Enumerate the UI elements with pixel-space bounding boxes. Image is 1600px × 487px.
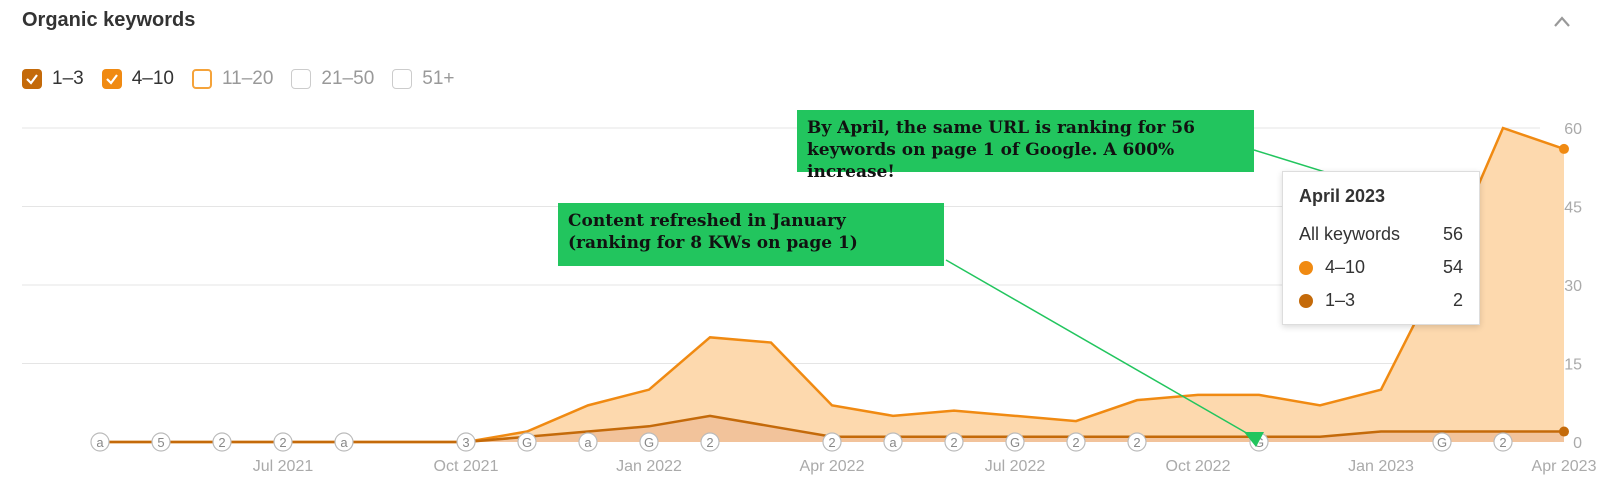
y-tick-label-15: 15	[1564, 357, 1582, 374]
tooltip-dot-1-3	[1299, 293, 1313, 308]
y-tick-label-45: 45	[1564, 200, 1582, 217]
marker-label-2022-06: 2	[950, 435, 957, 450]
marker-circle-2021-10	[456, 432, 476, 452]
marker-circle-2023-03	[1493, 432, 1513, 452]
marker-circle-2022-04	[822, 432, 842, 452]
marker-label-2021-08: a	[340, 435, 348, 450]
marker-circle-2021-07	[273, 432, 293, 452]
x-tick-label-Oct-2021: Oct 2021	[434, 458, 499, 475]
marker-circle-2021-11	[517, 432, 537, 452]
marker-label-2022-09: 2	[1133, 435, 1140, 450]
marker-label-2023-03: 2	[1499, 435, 1506, 450]
marker-circle-2022-08	[1066, 432, 1086, 452]
legend-label-11-20: 11–20	[221, 68, 274, 89]
tooltip-value-4-10: 54	[1442, 257, 1463, 277]
legend-label-51-plus: 51+	[422, 68, 455, 89]
legend-label-4-10: 4–10	[131, 68, 174, 89]
marker-label-2023-02: G	[1437, 435, 1447, 450]
legend: 1–3 4–10 11–20 21–50 51+	[22, 68, 473, 90]
tooltip-label-4-10: 4–10	[1325, 257, 1366, 277]
annotation-january: Content refreshed in January (ranking fo…	[558, 203, 944, 266]
tooltip-label-1-3: 1–3	[1325, 290, 1356, 310]
arrow-head-january	[1244, 432, 1264, 447]
x-tick-label-Apr-2023: Apr 2023	[1532, 458, 1597, 475]
marker-label-2022-02: 2	[706, 435, 713, 450]
marker-circle-2021-06	[212, 432, 232, 452]
tooltip-row-1-3: 1–3 2	[1299, 284, 1463, 317]
page-title: Organic keywords	[22, 9, 196, 31]
marker-circle-2021-08	[334, 432, 354, 452]
tooltip-title: April 2023	[1299, 186, 1386, 206]
marker-circle-2023-02	[1432, 432, 1452, 452]
legend-label-21-50: 21–50	[321, 68, 375, 89]
legend-item-1-3[interactable]: 1–3	[22, 68, 84, 90]
x-tick-label-Jan-2023: Jan 2023	[1348, 458, 1414, 475]
marker-circle-2021-12	[578, 432, 598, 452]
marker-circle-2021-05	[151, 432, 171, 452]
legend-item-11-20[interactable]: 11–20	[191, 68, 274, 90]
checkbox-21-50[interactable]	[291, 69, 312, 89]
marker-circle-2021-04	[90, 432, 110, 452]
x-tick-label-Jan-2022: Jan 2022	[616, 458, 682, 475]
marker-circle-2022-01	[639, 432, 659, 452]
checkbox-51-plus[interactable]	[392, 69, 413, 89]
checkbox-1-3[interactable]	[22, 69, 42, 89]
collapse-chevron-icon[interactable]	[1552, 12, 1572, 32]
marker-circle-2022-02	[700, 432, 720, 452]
legend-label-1-3: 1–3	[52, 68, 84, 89]
tooltip-value-1-3: 2	[1452, 290, 1463, 310]
marker-circle-2022-09	[1127, 432, 1147, 452]
x-tick-label-Apr-2022: Apr 2022	[800, 458, 865, 475]
tooltip-all-value: 56	[1442, 224, 1463, 244]
tooltip-row-all: All keywords 56	[1299, 218, 1463, 251]
y-tick-label-60: 60	[1564, 121, 1582, 138]
chart-tooltip: April 2023 All keywords 56 4–10 54 1–3 2	[1282, 171, 1480, 325]
legend-item-4-10[interactable]: 4–10	[101, 68, 174, 90]
marker-circle-2022-05	[883, 432, 903, 452]
point-1-3-2023-04	[1559, 426, 1569, 437]
y-tick-label-0: 0	[1573, 435, 1582, 452]
marker-label-2021-12: a	[584, 435, 592, 450]
marker-label-2022-04: 2	[828, 435, 835, 450]
x-tick-label-Jul-2021: Jul 2021	[253, 458, 314, 475]
marker-label-2021-11: G	[522, 435, 532, 450]
tooltip-dot-4-10	[1299, 260, 1313, 275]
marker-label-2021-07: 2	[279, 435, 286, 450]
marker-label-2021-05: 5	[157, 435, 164, 450]
checkbox-11-20[interactable]	[191, 69, 212, 89]
checkbox-4-10[interactable]	[101, 69, 122, 89]
y-tick-label-30: 30	[1564, 278, 1582, 295]
annotation-april: By April, the same URL is ranking for 56…	[797, 110, 1254, 182]
marker-label-2022-11: G	[1254, 435, 1264, 450]
marker-circle-2022-07	[1005, 432, 1025, 452]
area-4-10	[100, 128, 1564, 442]
tooltip-all-label: All keywords	[1299, 224, 1401, 244]
tooltip-row-4-10: 4–10 54	[1299, 251, 1463, 284]
x-tick-label-Jul-2022: Jul 2022	[985, 458, 1046, 475]
marker-label-2021-06: 2	[218, 435, 225, 450]
marker-label-2022-08: 2	[1072, 435, 1079, 450]
marker-label-2022-07: G	[1010, 435, 1020, 450]
marker-circle-2022-06	[944, 432, 964, 452]
x-tick-label-Oct-2022: Oct 2022	[1166, 458, 1231, 475]
marker-label-2021-10: 3	[462, 435, 469, 450]
marker-label-2022-01: G	[644, 435, 654, 450]
legend-item-51-plus[interactable]: 51+	[392, 68, 455, 90]
arrow-line-january	[945, 259, 1251, 436]
marker-label-2022-05: a	[889, 435, 897, 450]
legend-item-21-50[interactable]: 21–50	[291, 68, 374, 90]
point-4-10-2023-04	[1559, 143, 1569, 154]
marker-label-2021-04: a	[96, 435, 104, 450]
